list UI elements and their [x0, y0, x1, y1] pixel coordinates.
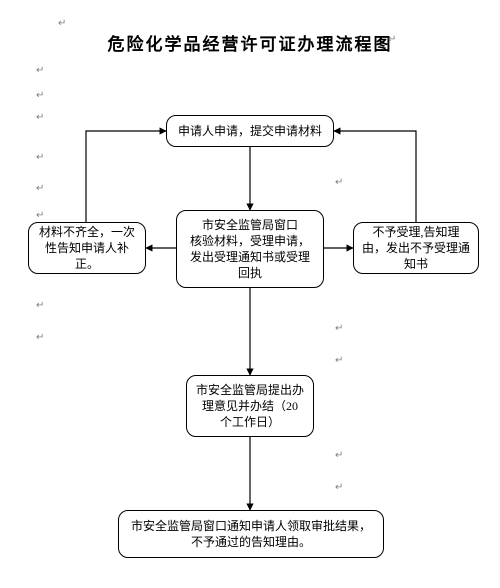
- paragraph-marker: ↵: [335, 355, 343, 366]
- paragraph-marker: ↵: [36, 65, 44, 76]
- edge-layer: [0, 0, 500, 588]
- flow-node-n5: 市安全监管局提出办理意见并办结（20 个工作日）: [186, 375, 314, 437]
- flow-node-n3: 材料不齐全，一次性告知申请人补正。: [28, 222, 146, 274]
- paragraph-marker: ↵: [36, 112, 44, 123]
- flowchart-canvas: 危险化学品经营许可证办理流程图 申请人申请，提交申请材料市安全监管局窗口核验材料…: [0, 0, 500, 588]
- paragraph-marker: ↵: [58, 18, 66, 29]
- flow-node-n4: 不予受理,告知理由，发出不予受理通知书: [353, 222, 479, 274]
- paragraph-marker: ↵: [335, 482, 343, 493]
- paragraph-marker: ↵: [36, 90, 44, 101]
- paragraph-marker: ↵: [335, 323, 343, 334]
- flowchart-title: 危险化学品经营许可证办理流程图: [0, 30, 500, 55]
- paragraph-marker: ↵: [36, 332, 44, 343]
- flow-edge-e4: [86, 131, 166, 222]
- paragraph-marker: ↵: [36, 152, 44, 163]
- paragraph-marker: ↵: [36, 300, 44, 311]
- flow-node-n2: 市安全监管局窗口核验材料，受理申请，发出受理通知书或受理回执: [176, 210, 324, 288]
- paragraph-marker: ↵: [388, 34, 396, 45]
- flow-node-n1: 申请人申请，提交申请材料: [166, 115, 334, 147]
- flow-edge-e5: [334, 131, 416, 222]
- paragraph-marker: ↵: [335, 177, 343, 188]
- paragraph-marker: ↵: [36, 210, 44, 221]
- flow-node-n6: 市安全监管局窗口通知申请人领取审批结果，不予通过的告知理由。: [118, 510, 384, 558]
- paragraph-marker: ↵: [335, 450, 343, 461]
- paragraph-marker: ↵: [36, 183, 44, 194]
